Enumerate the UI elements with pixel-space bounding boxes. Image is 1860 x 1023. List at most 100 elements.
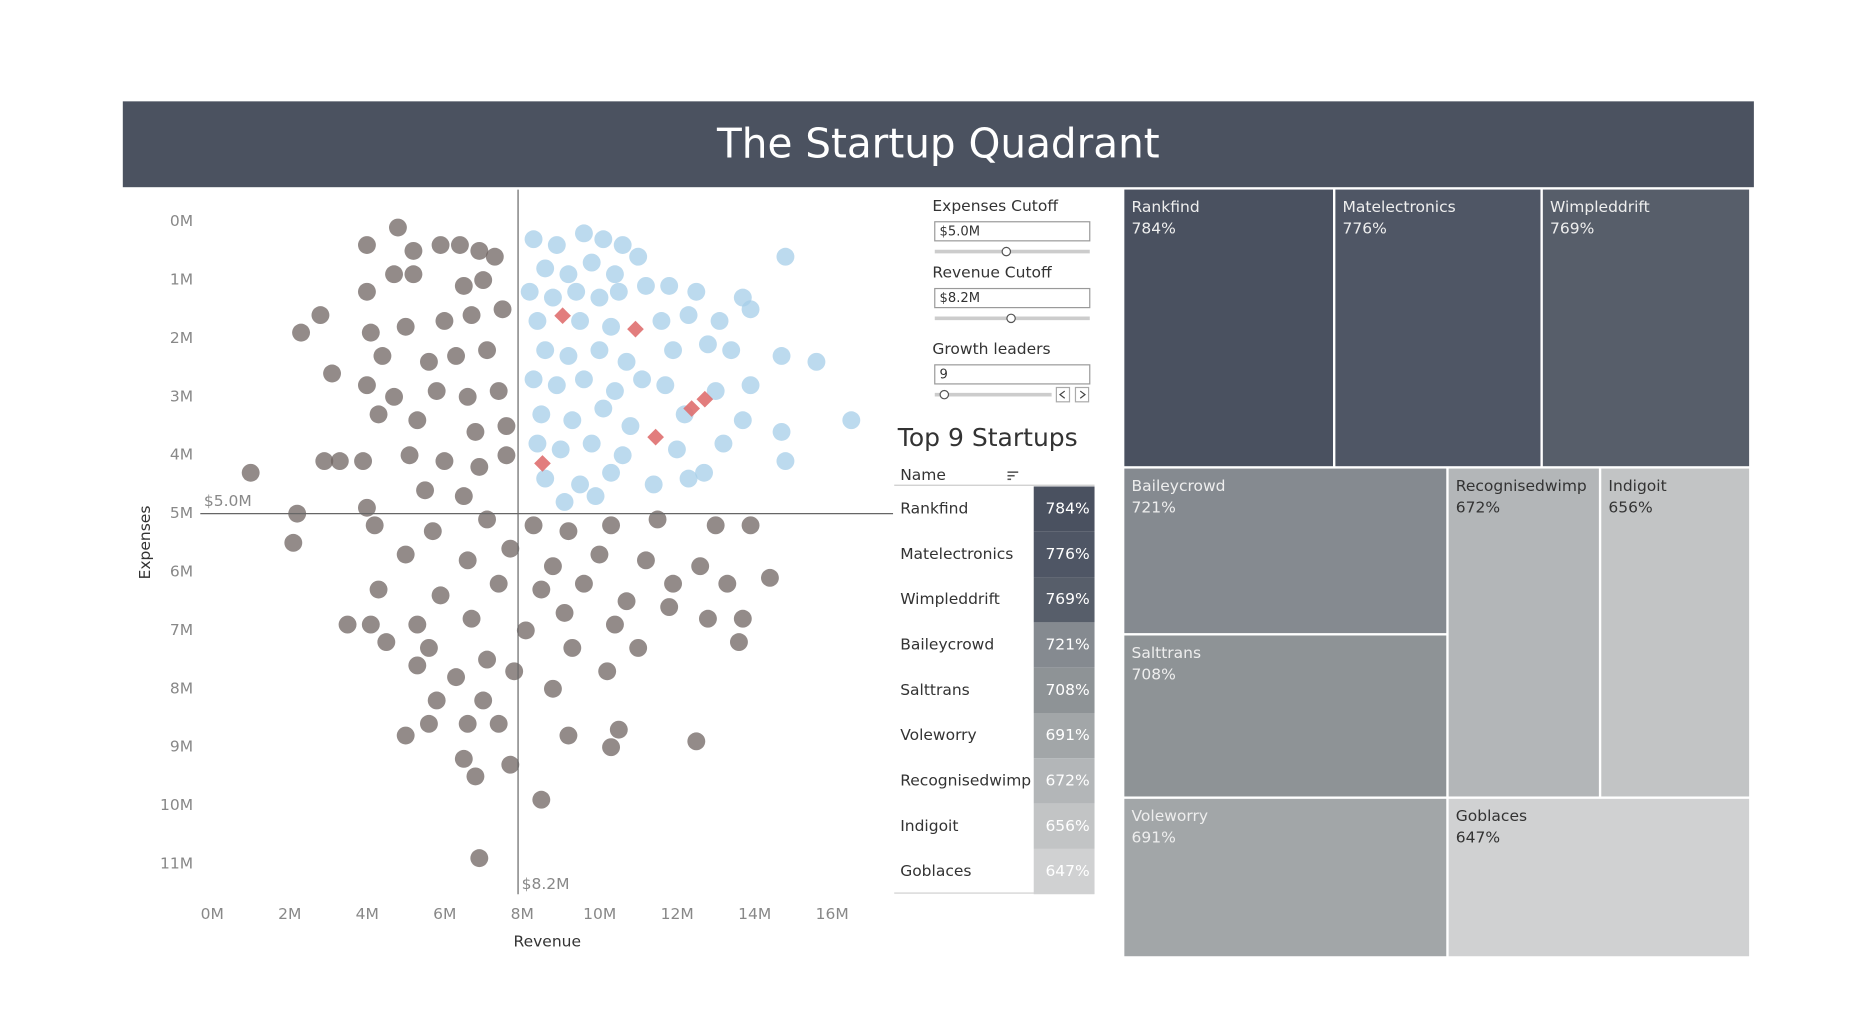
startup-point[interactable] xyxy=(447,668,465,687)
treemap-cell[interactable] xyxy=(1335,189,1541,467)
startup-point[interactable] xyxy=(532,580,551,599)
startup-point[interactable] xyxy=(543,679,562,698)
startup-point[interactable] xyxy=(609,282,628,301)
startup-point[interactable] xyxy=(605,382,624,400)
startup-point[interactable] xyxy=(582,253,601,272)
startup-point[interactable] xyxy=(369,580,388,599)
startup-point[interactable] xyxy=(454,276,473,295)
treemap-cell[interactable] xyxy=(1124,635,1447,797)
startup-point[interactable] xyxy=(458,714,477,733)
startup-point[interactable] xyxy=(582,434,601,453)
startup-point[interactable] xyxy=(493,300,512,319)
row-name[interactable]: Salttrans xyxy=(900,681,970,699)
startup-point[interactable] xyxy=(776,452,795,471)
startup-point[interactable] xyxy=(357,236,376,254)
startup-point[interactable] xyxy=(574,574,593,593)
treemap-cell[interactable] xyxy=(1448,798,1750,957)
startup-point[interactable] xyxy=(385,387,403,406)
startup-point[interactable] xyxy=(652,312,671,330)
growth-leader-point[interactable] xyxy=(647,428,664,446)
startup-point[interactable] xyxy=(354,452,372,471)
startup-point[interactable] xyxy=(385,265,403,284)
startup-point[interactable] xyxy=(590,288,609,307)
startup-point[interactable] xyxy=(741,376,760,395)
step-up[interactable] xyxy=(1074,386,1090,403)
startup-point[interactable] xyxy=(427,382,446,400)
startup-point[interactable] xyxy=(431,586,450,605)
row-name[interactable]: Recognisedwimp xyxy=(900,771,1031,789)
startup-point[interactable] xyxy=(571,475,589,494)
startup-point[interactable] xyxy=(679,306,698,325)
startup-point[interactable] xyxy=(396,545,415,564)
startup-point[interactable] xyxy=(330,452,349,471)
row-name[interactable]: Baileycrowd xyxy=(900,636,994,654)
control-input[interactable] xyxy=(934,287,1091,309)
startup-point[interactable] xyxy=(501,755,520,774)
startup-point[interactable] xyxy=(679,469,698,488)
startup-point[interactable] xyxy=(722,341,741,360)
startup-point[interactable] xyxy=(454,487,473,506)
step-down[interactable] xyxy=(1055,386,1071,403)
growth-leader-point[interactable] xyxy=(554,307,571,325)
startup-point[interactable] xyxy=(528,434,547,453)
startup-point[interactable] xyxy=(667,440,686,459)
row-name[interactable]: Indigoit xyxy=(900,817,958,835)
startup-point[interactable] xyxy=(497,417,516,435)
startup-point[interactable] xyxy=(687,282,706,301)
startup-point[interactable] xyxy=(478,341,496,360)
growth-leader-point[interactable] xyxy=(534,455,551,472)
startup-point[interactable] xyxy=(470,241,489,260)
slider-knob[interactable] xyxy=(939,389,950,400)
startup-point[interactable] xyxy=(636,276,655,295)
startup-point[interactable] xyxy=(691,557,710,576)
startup-point[interactable] xyxy=(547,236,566,254)
startup-point[interactable] xyxy=(660,598,679,616)
startup-point[interactable] xyxy=(729,633,748,652)
startup-point[interactable] xyxy=(602,317,620,336)
startup-point[interactable] xyxy=(458,551,477,570)
startup-point[interactable] xyxy=(636,551,655,570)
startup-point[interactable] xyxy=(772,347,791,365)
startup-point[interactable] xyxy=(563,411,582,430)
startup-point[interactable] xyxy=(466,422,485,441)
startup-point[interactable] xyxy=(357,282,376,301)
startup-point[interactable] xyxy=(284,533,303,552)
startup-point[interactable] xyxy=(656,376,675,395)
startup-point[interactable] xyxy=(241,463,260,482)
startup-point[interactable] xyxy=(543,288,562,307)
startup-point[interactable] xyxy=(714,434,733,453)
row-name[interactable]: Matelectronics xyxy=(900,545,1013,563)
startup-point[interactable] xyxy=(338,615,357,634)
startup-point[interactable] xyxy=(404,265,423,284)
startup-point[interactable] xyxy=(416,481,434,500)
startup-point[interactable] xyxy=(292,323,310,342)
startup-point[interactable] xyxy=(419,352,438,371)
startup-point[interactable] xyxy=(520,282,539,301)
startup-point[interactable] xyxy=(478,650,496,669)
startup-point[interactable] xyxy=(594,399,613,418)
startup-point[interactable] xyxy=(559,347,578,365)
growth-leader-point[interactable] xyxy=(627,320,644,338)
startup-point[interactable] xyxy=(617,352,636,371)
startup-point[interactable] xyxy=(419,638,438,657)
startup-point[interactable] xyxy=(559,265,578,284)
growth-leader-point[interactable] xyxy=(696,390,714,408)
startup-point[interactable] xyxy=(605,265,624,284)
startup-point[interactable] xyxy=(695,463,713,482)
startup-point[interactable] xyxy=(470,457,489,476)
treemap-cell[interactable] xyxy=(1601,468,1750,797)
startup-point[interactable] xyxy=(501,539,520,558)
startup-point[interactable] xyxy=(419,714,438,733)
startup-point[interactable] xyxy=(559,726,578,745)
startup-point[interactable] xyxy=(687,732,706,751)
startup-point[interactable] xyxy=(718,574,737,593)
treemap-cell[interactable] xyxy=(1124,468,1447,634)
startup-point[interactable] xyxy=(602,738,620,757)
startup-point[interactable] xyxy=(454,749,473,768)
startup-point[interactable] xyxy=(388,218,407,237)
startup-point[interactable] xyxy=(462,306,481,325)
startup-point[interactable] xyxy=(555,603,574,622)
startup-point[interactable] xyxy=(710,312,729,330)
startup-point[interactable] xyxy=(466,767,485,786)
slider-knob[interactable] xyxy=(1001,246,1012,257)
